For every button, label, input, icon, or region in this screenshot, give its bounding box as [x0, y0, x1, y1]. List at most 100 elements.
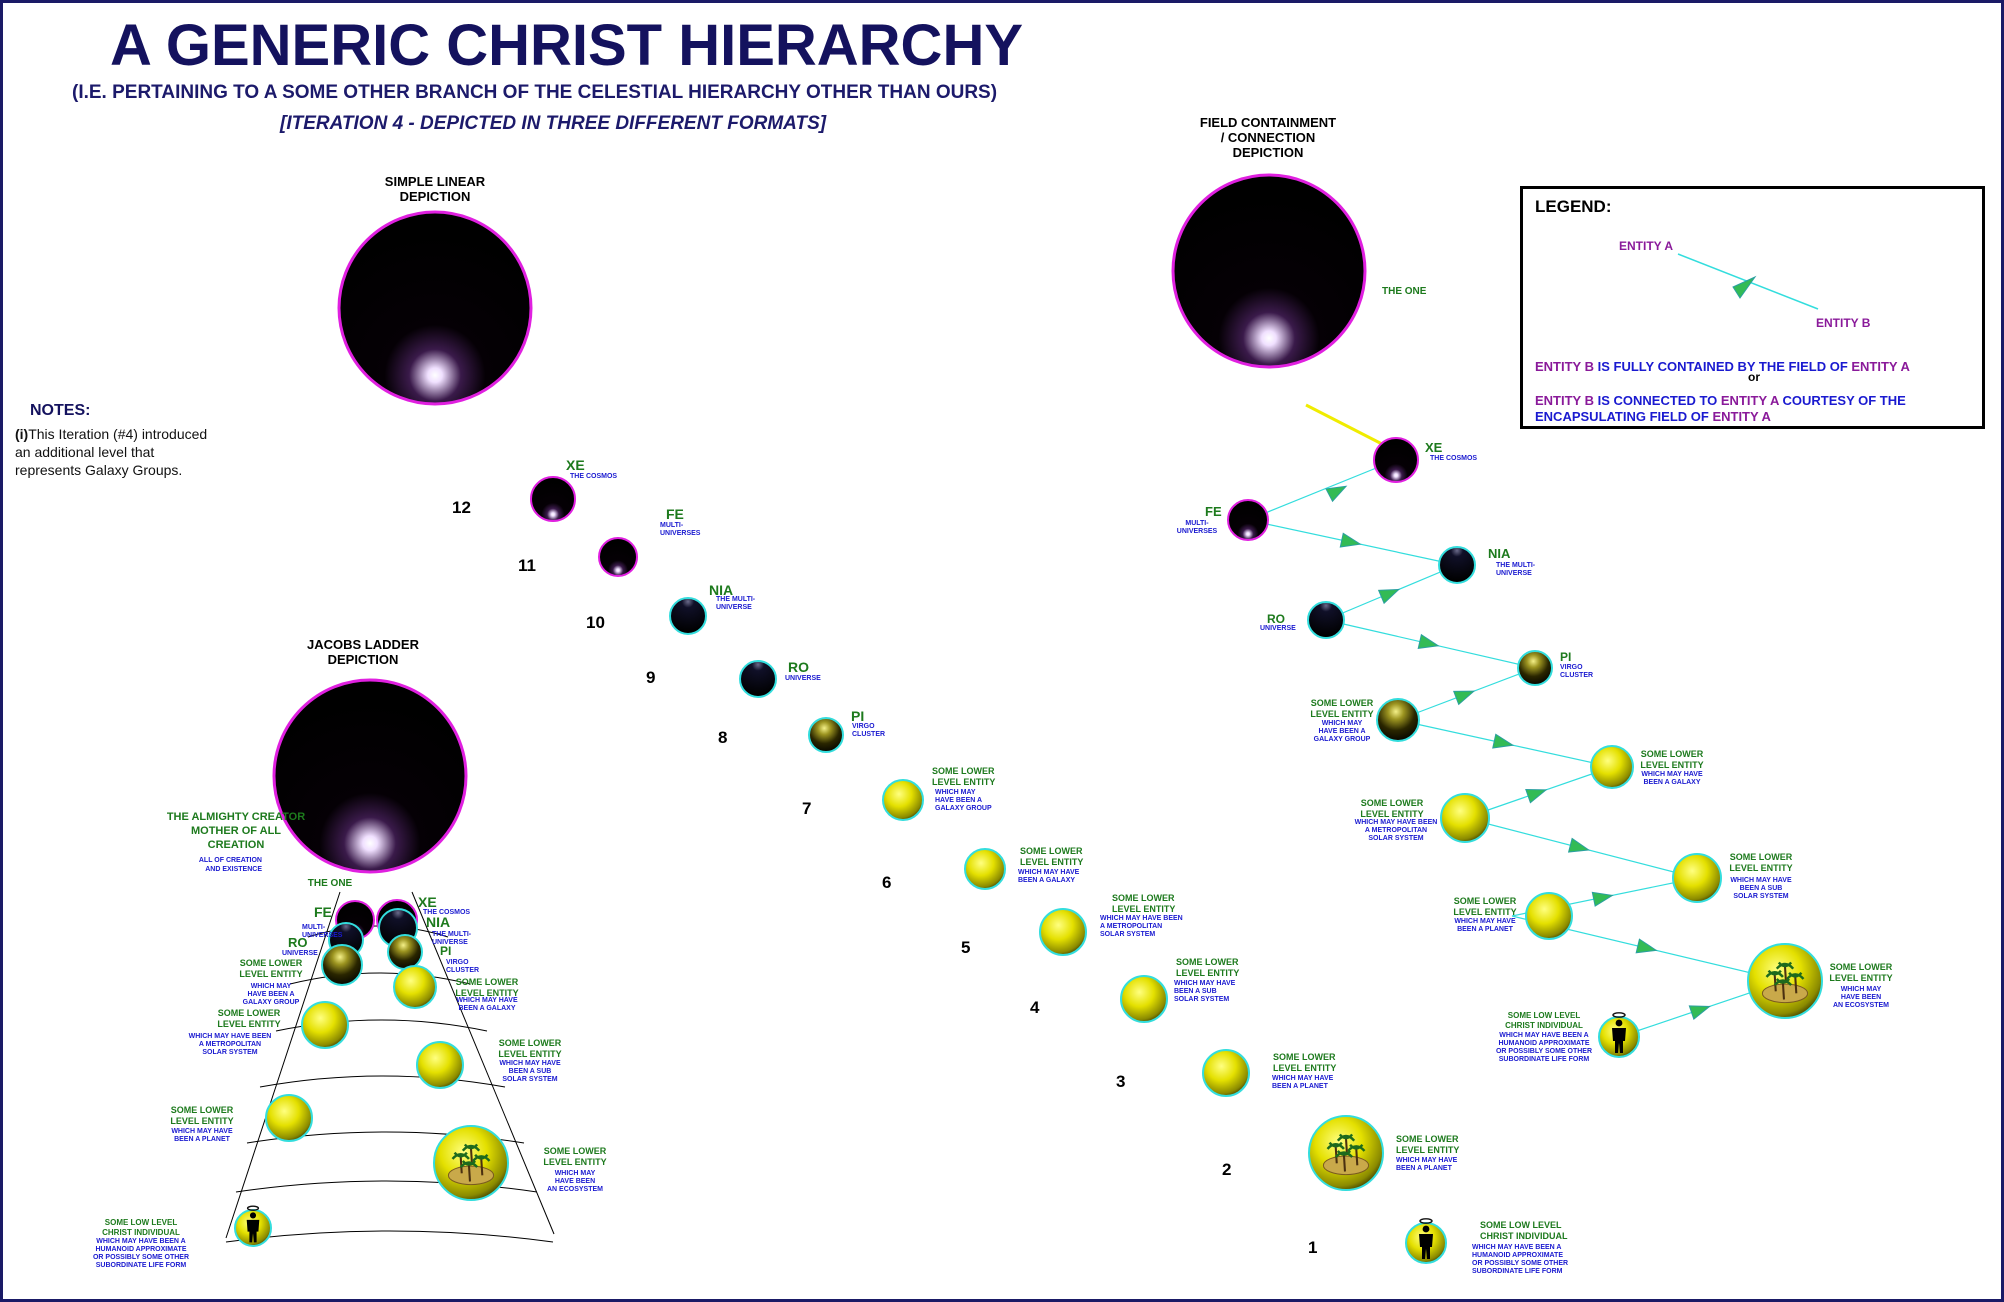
field-triangle-arrow-icon-0: [1325, 485, 1348, 503]
field-planet-sphere: [1525, 892, 1573, 940]
legend-l2-tail: COURTESY OF THE: [1778, 393, 1906, 408]
legend-heading: LEGEND:: [1535, 197, 1612, 216]
linear-level-label: SOME LOWER LEVEL ENTITY: [1176, 957, 1239, 978]
field-ecosystem-label: SOME LOWER LEVEL ENTITY: [1829, 962, 1892, 983]
page-subtitle: (I.E. PERTAINING TO A SOME OTHER BRANCH …: [72, 82, 998, 103]
field-galaxy-sphere: [1590, 745, 1634, 789]
linear-the-one-sphere: [337, 210, 533, 406]
jacobs-planet-sublabel: WHICH MAY HAVE BEEN A PLANET: [171, 1128, 233, 1143]
jacobs-metro-sphere: [301, 1001, 349, 1049]
linear-level-label: SOME LOWER LEVEL ENTITY: [1112, 893, 1175, 914]
field-ro-sublabel: UNIVERSE: [1260, 625, 1296, 632]
linear-level-sublabel: WHICH MAY HAVE BEEN A PLANET: [1272, 1075, 1334, 1090]
field-planet-label: SOME LOWER LEVEL ENTITY: [1453, 896, 1516, 917]
legend-l1-mid: IS FULLY CONTAINED BY THE FIELD OF: [1594, 359, 1852, 374]
field-triangle-arrow-icon-5: [1492, 733, 1515, 749]
jacobs-ecosystem-label: SOME LOWER LEVEL ENTITY: [543, 1146, 606, 1167]
field-subsolar-sphere: [1672, 853, 1722, 903]
field-metro-sublabel: WHICH MAY HAVE BEEN A METROPOLITAN SOLAR S…: [1355, 819, 1438, 842]
field-christ-silhouette-figure-icon: [1612, 1028, 1626, 1053]
field-triangle-arrow-icon-6: [1525, 788, 1548, 804]
notes-body: (i)This Iteration (#4) introduced an add…: [15, 425, 207, 479]
linear-level-2-palm-tree-icon-3: [1334, 1150, 1354, 1158]
linear-level-5-sphere: [1039, 908, 1087, 956]
jacobs-ecosystem-palm-trunk-3: [467, 1164, 471, 1182]
jacobs-galaxy-group-label: SOME LOWER LEVEL ENTITY: [239, 958, 302, 979]
linear-level-10-sphere: [669, 597, 707, 635]
field-yellow-connector: [1305, 403, 1383, 446]
linear-level-number: 2: [1222, 1160, 1231, 1179]
jacobs-christ-halo-icon: [246, 1205, 260, 1211]
linear-level-number: 11: [518, 556, 536, 575]
linear-level-sublabel: WHICH MAY HAVE BEEN A METROPOLITAN SOLAR S…: [1100, 915, 1183, 938]
jacobs-subsolar-sphere: [416, 1041, 464, 1089]
legend-box: LEGEND: ENTITY A ENTITY B ENTITY B IS FU…: [1520, 186, 1985, 429]
linear-level-sublabel: THE COSMOS: [570, 473, 617, 480]
field-triangle-arrow-icon-9: [1635, 938, 1658, 954]
field-ecosystem-palm-trunk-2: [1794, 976, 1798, 994]
legend-or: or: [1748, 370, 1760, 384]
linear-level-2-palm-trunk-2: [1355, 1148, 1359, 1166]
notes-heading: NOTES:: [30, 402, 91, 419]
ladder-right-rail: [411, 891, 555, 1235]
jacobs-subsolar-sublabel: WHICH MAY HAVE BEEN A SUB SOLAR SYSTEM: [499, 1060, 561, 1083]
field-triangle-arrow-icon-8: [1591, 891, 1614, 907]
linear-level-number: 9: [646, 668, 655, 687]
jacobs-pi-sphere: [387, 934, 423, 970]
field-metro-label: SOME LOWER LEVEL ENTITY: [1360, 798, 1423, 819]
field-planet-sublabel: WHICH MAY HAVE BEEN A PLANET: [1454, 918, 1516, 933]
field-triangle-arrow-icon-2: [1377, 588, 1401, 605]
linear-level-sublabel: VIRGO CLUSTER: [852, 723, 885, 738]
field-pi-sublabel: VIRGO CLUSTER: [1560, 664, 1593, 679]
linear-level-number: 8: [718, 728, 727, 747]
field-ecosystem-palm-trunk-3: [1781, 982, 1785, 1000]
field-galaxy-sublabel: WHICH MAY HAVE BEEN A GALAXY: [1641, 771, 1703, 786]
jacobs-the-one-sphere: [272, 678, 468, 874]
jacobs-metro-label: SOME LOWER LEVEL ENTITY: [217, 1008, 280, 1029]
linear-level-4-sphere: [1120, 975, 1168, 1023]
linear-level-number: 1: [1308, 1238, 1317, 1257]
legend-l2-mid: IS CONNECTED TO: [1594, 393, 1721, 408]
field-ecosystem-palm-tree-icon-3: [1773, 978, 1793, 986]
legend-entity-a: ENTITY A: [1619, 239, 1674, 253]
legend-l2-pre: ENTITY B: [1535, 393, 1594, 408]
field-galaxy-group-sphere: [1376, 698, 1420, 742]
jacobs-galaxy-label: SOME LOWER LEVEL ENTITY: [455, 977, 518, 998]
field-galaxy-group-label: SOME LOWER LEVEL ENTITY: [1310, 698, 1373, 719]
linear-section-heading: SIMPLE LINEAR DEPICTION: [384, 174, 486, 204]
field-triangle-arrow-icon-1: [1339, 532, 1362, 548]
notes-text: This Iteration (#4) introduced an additi…: [15, 426, 208, 478]
linear-level-sublabel: WHICH MAY HAVE BEEN A HUMANOID APPROXIMAT…: [1472, 1244, 1568, 1275]
linear-level-number: 4: [1030, 998, 1040, 1017]
linear-level-12-sphere: [530, 476, 576, 522]
field-xe-sphere: [1373, 437, 1419, 483]
field-the-one-sphere: [1171, 173, 1367, 369]
legend-l3-post: ENTITY A: [1712, 409, 1771, 424]
linear-level-sublabel: UNIVERSE: [785, 675, 821, 682]
legend-l1-post: ENTITY A: [1851, 359, 1910, 374]
jacobs-fe-label: FE: [314, 904, 332, 920]
linear-level-2-palm-tree-icon-0: [1326, 1141, 1345, 1150]
field-ecosystem-sublabel: WHICH MAY HAVE BEEN AN ECOSYSTEM: [1833, 986, 1889, 1009]
linear-level-sublabel: WHICH MAY HAVE BEEN A GALAXY: [1018, 869, 1080, 884]
field-ecosystem-palm-tree-icon-0: [1765, 969, 1784, 978]
field-fe-label: FE: [1205, 504, 1222, 519]
linear-level-label: XE: [566, 457, 585, 473]
ladder-left-rail: [225, 891, 341, 1239]
ladder-rung-6: [225, 1230, 554, 1243]
linear-level-3-sphere: [1202, 1049, 1250, 1097]
field-pi-sphere: [1517, 650, 1553, 686]
linear-level-sublabel: MULTI-UNIVERSES: [660, 522, 701, 537]
linear-level-1-head-icon: [1422, 1225, 1430, 1233]
jacobs-ecosystem-sublabel: WHICH MAY HAVE BEEN AN ECOSYSTEM: [547, 1170, 603, 1193]
jacobs-subsolar-label: SOME LOWER LEVEL ENTITY: [498, 1038, 561, 1059]
field-subsolar-label: SOME LOWER LEVEL ENTITY: [1729, 852, 1792, 873]
linear-level-label: FE: [666, 506, 684, 522]
jacobs-the-one-label: THE ONE: [308, 878, 353, 889]
field-christ-halo-icon: [1612, 1012, 1626, 1018]
linear-level-9-sphere: [739, 660, 777, 698]
jacobs-galaxy-sphere: [393, 965, 437, 1009]
field-ro-label: RO: [1267, 612, 1285, 626]
linear-level-8-sphere: [808, 717, 844, 753]
